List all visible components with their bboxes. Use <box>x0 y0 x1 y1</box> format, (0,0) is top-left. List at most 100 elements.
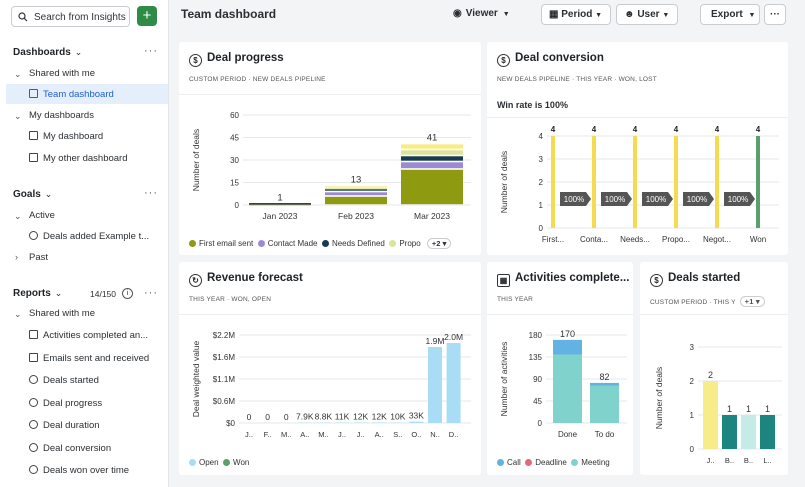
dashboards-title: Dashboards <box>13 47 71 58</box>
x-tick-label: First... <box>542 235 564 244</box>
legend-item[interactable]: Contact Made <box>257 239 318 248</box>
bar-value-label: 2.0M <box>444 332 463 342</box>
period-filter-button[interactable]: ▦ Period ▼ <box>541 4 611 25</box>
dashboards-more-button[interactable]: ··· <box>144 45 158 57</box>
sidebar-item-active[interactable]: Active <box>29 210 55 221</box>
sidebar-item-deals-added[interactable]: Deals added Example t... <box>29 231 149 242</box>
legend-item[interactable]: Meeting <box>571 458 610 467</box>
card-subtitle: CUSTOM PERIOD · NEW DEALS PIPELINE <box>189 76 326 83</box>
y-tick-label: 1 <box>690 411 695 420</box>
caret-down-icon: ▼ <box>595 12 603 19</box>
card-title: $ Deal conversion <box>497 52 604 67</box>
bar-value-label: 1 <box>277 193 282 204</box>
y-tick-label: 180 <box>529 331 543 340</box>
legend-item[interactable]: First email sent <box>189 239 253 248</box>
search-input[interactable]: Search from Insights <box>34 12 126 23</box>
sidebar-report-item[interactable]: Deal progress <box>29 397 102 409</box>
sidebar-item-my-dashboard[interactable]: My dashboard <box>29 131 103 142</box>
dashboard-icon <box>29 131 38 140</box>
goals-section[interactable]: Goals ⌄ <box>13 189 52 200</box>
conversion-label: 100% <box>564 195 584 204</box>
chart-legend: Call Deadline Meeting <box>497 458 610 467</box>
x-tick-label: L.. <box>763 456 771 465</box>
deals-started-card[interactable]: $ Deals started CUSTOM PERIOD · THIS Y +1 … <box>640 262 788 475</box>
bar-value-label: 4 <box>715 125 720 134</box>
bar-value-label: 33K <box>409 411 424 421</box>
sidebar-item-my-dashboards[interactable]: My dashboards <box>29 110 94 121</box>
legend-item[interactable]: Deadline <box>525 458 567 467</box>
export-button[interactable]: Export ▼ <box>700 4 760 25</box>
user-filter-button[interactable]: ☻ User ▼ <box>616 4 678 25</box>
bar-segment <box>590 385 619 423</box>
y-axis-label: Number of deals <box>499 151 509 213</box>
bar-value-label: 1 <box>765 404 770 414</box>
conversion-label: 100% <box>728 195 748 204</box>
revenue-forecast-card[interactable]: ↻ Revenue forecast THIS YEAR · WON, OPEN … <box>179 262 481 475</box>
search-box[interactable]: Search from Insights <box>11 6 130 27</box>
viewer-dropdown[interactable]: ◉ Viewer ▼ <box>453 8 510 19</box>
legend-label: Propo <box>399 239 421 248</box>
y-tick-label: 2 <box>690 377 695 386</box>
calendar-icon: ▦ <box>497 274 510 287</box>
deal-progress-card[interactable]: $ Deal progress CUSTOM PERIOD · NEW DEALS… <box>179 42 481 255</box>
x-tick-label: Done <box>558 430 578 439</box>
x-tick-label: D.. <box>449 430 459 439</box>
bar-segment <box>401 150 463 155</box>
bar <box>428 347 442 423</box>
sidebar-item-label: Deals won over time <box>43 465 130 476</box>
legend-label: Needs Defined <box>331 239 385 248</box>
reports-more-button[interactable]: ··· <box>144 287 158 299</box>
deal-conversion-card[interactable]: $ Deal conversion NEW DEALS PIPELINE · TH… <box>487 42 788 255</box>
activities-completed-card[interactable]: ▦ Activities complete... THIS YEAR 180 135… <box>487 262 633 475</box>
add-button[interactable]: + <box>137 6 157 26</box>
info-icon[interactable]: i <box>122 288 133 299</box>
bar <box>551 136 555 228</box>
more-options-button[interactable]: ··· <box>764 4 786 25</box>
reports-section[interactable]: Reports ⌄ <box>13 288 62 299</box>
sidebar-report-item[interactable]: Deals started <box>29 375 99 386</box>
y-tick-label: 0 <box>690 445 695 454</box>
sidebar-report-item[interactable]: Deal conversion <box>29 442 111 454</box>
chart-legend: Open Won <box>189 458 249 467</box>
x-tick-label: J.. <box>357 430 365 439</box>
y-tick-label: $0 <box>226 419 235 428</box>
bar-segment <box>325 196 387 205</box>
card-title-text: Deal conversion <box>515 52 604 64</box>
bar <box>409 421 424 423</box>
sidebar-item-reports-shared[interactable]: Shared with me <box>29 308 96 319</box>
y-axis-label: Number of deals <box>654 367 664 429</box>
x-tick-label: To do <box>595 430 615 439</box>
bar-value-label: 11K <box>335 412 350 422</box>
sidebar-item-shared-with-me[interactable]: Shared with me <box>29 68 96 79</box>
dashboards-section[interactable]: Dashboards ⌄ <box>13 47 82 58</box>
legend-item[interactable]: Open <box>189 458 219 467</box>
goals-more-button[interactable]: ··· <box>144 187 158 199</box>
legend-more-button[interactable]: +2 ▾ <box>426 238 452 249</box>
win-rate-text: Win rate is 100% <box>497 100 568 110</box>
export-label: Export <box>711 9 743 20</box>
y-tick-label: 4 <box>539 132 544 141</box>
sidebar-report-item[interactable]: Emails sent and received <box>29 352 149 364</box>
caret-down-icon: ▼ <box>748 12 756 19</box>
y-tick-label: 30 <box>230 156 239 165</box>
sidebar-report-item[interactable]: Activities completed an... <box>29 330 148 341</box>
sidebar-item-my-other-dashboard[interactable]: My other dashboard <box>29 153 128 164</box>
sidebar-report-item[interactable]: Deal duration <box>29 420 100 431</box>
chevron-down-icon: ⌄ <box>74 47 83 57</box>
mail-icon <box>29 352 38 362</box>
sidebar-item-team-dashboard[interactable]: Team dashboard <box>6 84 168 104</box>
legend-item[interactable]: Propo <box>389 239 421 248</box>
bar-segment <box>325 189 387 191</box>
sidebar-report-item[interactable]: Deals won over time <box>29 465 129 476</box>
legend-item[interactable]: Call <box>497 458 521 467</box>
bar <box>722 415 737 449</box>
filter-more-button[interactable]: +1 ▾ <box>739 296 765 307</box>
eye-icon: ◉ <box>453 8 462 19</box>
viewer-label: Viewer <box>465 8 498 19</box>
y-axis-label: Number of deals <box>191 129 201 191</box>
sidebar-item-past[interactable]: Past <box>29 252 49 263</box>
legend-item[interactable]: Won <box>223 458 249 467</box>
legend-item[interactable]: Needs Defined <box>321 239 385 248</box>
caret-down-icon: ▼ <box>662 12 670 19</box>
search-icon <box>18 12 28 22</box>
